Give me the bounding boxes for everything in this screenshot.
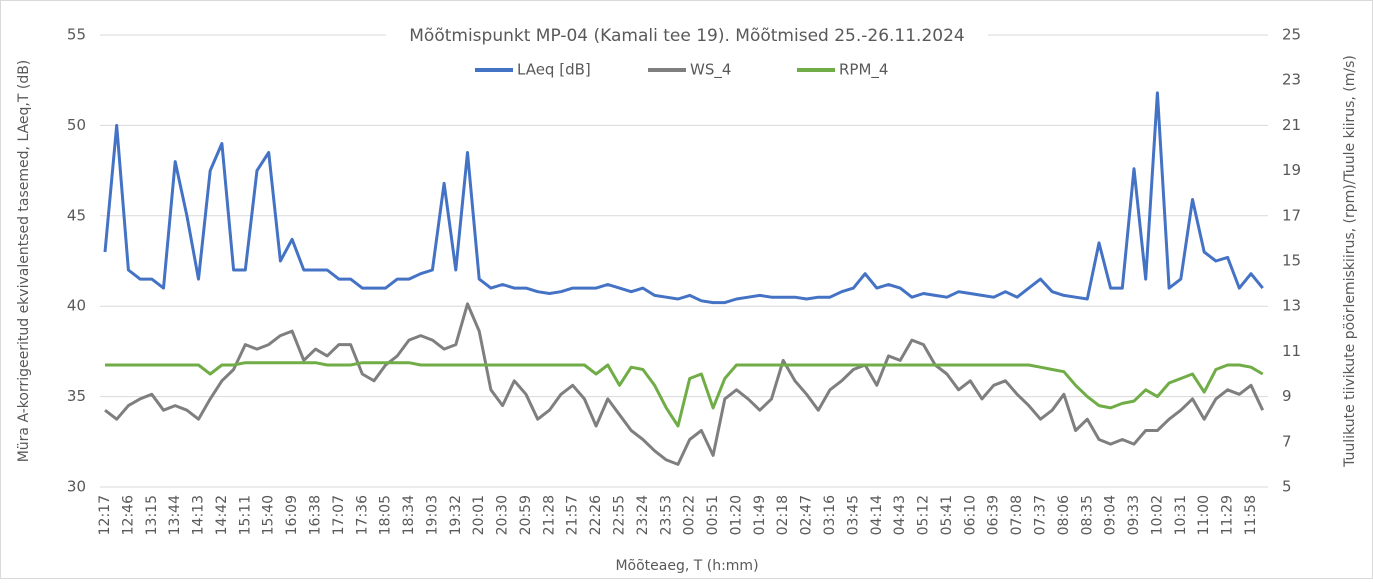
legend-label: RPM_4 — [839, 61, 888, 80]
x-tick-label: 20:59 — [518, 495, 534, 535]
series-line — [103, 91, 1264, 305]
x-tick-label: 23:24 — [635, 495, 651, 535]
x-tick-label: 09:04 — [1103, 495, 1119, 535]
x-tick-label: 11:00 — [1196, 495, 1212, 535]
x-tick-label: 21:28 — [541, 495, 557, 535]
x-tick-label: 05:41 — [939, 495, 955, 535]
x-tick-label: 10:31 — [1173, 495, 1189, 535]
y2-tick-label: 19 — [1282, 161, 1301, 179]
x-axis-title: Mõõteaeg, T (h:mm) — [615, 558, 758, 574]
x-tick-label: 17:36 — [354, 495, 370, 535]
y-tick-label: 40 — [67, 297, 86, 315]
x-tick-label: 11:58 — [1243, 495, 1259, 535]
x-tick-label: 21:57 — [565, 495, 581, 535]
chart-title: Mõõtmispunkt MP-04 (Kamali tee 19). Mõõt… — [409, 26, 964, 46]
x-tick-label: 06:39 — [986, 495, 1002, 535]
legend-label: LAeq [dB] — [517, 61, 591, 79]
y-axis-title: Müra A-korrigeeritud ekvivalentsed tasem… — [16, 60, 32, 463]
x-tick-label: 13:15 — [144, 495, 160, 535]
x-tick-label: 01:20 — [728, 495, 744, 535]
x-tick-label: 18:34 — [401, 495, 417, 535]
x-tick-label: 15:11 — [237, 495, 253, 535]
y-tick-label: 50 — [67, 116, 86, 134]
x-tick-label: 19:03 — [424, 495, 440, 535]
x-tick-label: 03:16 — [822, 495, 838, 535]
y2-tick-label: 5 — [1282, 478, 1292, 496]
x-tick-label: 07:37 — [1032, 495, 1048, 535]
x-tick-label: 22:26 — [588, 495, 604, 535]
y2-tick-label: 23 — [1282, 71, 1301, 89]
x-tick-label: 20:30 — [495, 495, 511, 535]
line-layer — [103, 91, 1265, 466]
x-tick-label: 18:05 — [378, 495, 394, 535]
x-tick-label: 20:01 — [471, 495, 487, 535]
x-tick-label: 13:44 — [167, 495, 183, 535]
x-tick-label: 15:40 — [261, 495, 277, 535]
x-tick-label: 16:38 — [307, 495, 323, 535]
x-tick-label: 12:46 — [120, 495, 136, 535]
series-line — [104, 302, 1265, 466]
y-tick-label: 30 — [67, 478, 86, 496]
x-tick-label: 14:13 — [191, 495, 207, 535]
x-tick-label: 02:18 — [775, 495, 791, 535]
x-tick-label: 08:06 — [1056, 495, 1072, 535]
x-tick-label: 23:53 — [658, 495, 674, 535]
x-tick-label: 05:12 — [916, 495, 932, 535]
legend-label: WS_4 — [690, 61, 731, 80]
title-background — [386, 22, 988, 48]
x-tick-label: 22:55 — [612, 495, 628, 535]
y-tick-label: 45 — [67, 206, 86, 224]
x-tick-label: 06:10 — [962, 495, 978, 535]
x-tick-label: 00:22 — [682, 495, 698, 535]
x-tick-label: 11:29 — [1220, 495, 1236, 535]
x-tick-label: 08:35 — [1079, 495, 1095, 535]
y-tick-label: 35 — [67, 387, 86, 405]
x-tick-label: 16:09 — [284, 495, 300, 535]
y2-tick-label: 25 — [1282, 26, 1301, 44]
x-tick-label: 04:14 — [869, 495, 885, 535]
y2-tick-label: 21 — [1282, 116, 1301, 134]
y2-axis-title: Tuulikute tiivikute pöörlemiskiirus, (rp… — [1342, 55, 1358, 468]
x-tick-label: 12:17 — [97, 495, 113, 535]
y2-tick-label: 11 — [1282, 342, 1301, 360]
y2-tick-label: 17 — [1282, 206, 1301, 224]
series-line — [105, 361, 1264, 428]
y2-tick-label: 15 — [1282, 252, 1301, 270]
x-tick-label: 01:49 — [752, 495, 768, 535]
y-tick-label: 55 — [67, 26, 86, 44]
y2-tick-label: 9 — [1282, 387, 1292, 405]
y2-tick-label: 13 — [1282, 297, 1301, 315]
x-tick-label: 03:45 — [845, 495, 861, 535]
x-tick-label: 14:42 — [214, 495, 230, 535]
x-tick-label: 10:02 — [1149, 495, 1165, 535]
y2-tick-label: 7 — [1282, 432, 1292, 450]
x-tick-label: 19:32 — [448, 495, 464, 535]
x-tick-label: 09:33 — [1126, 495, 1142, 535]
x-tick-label: 07:08 — [1009, 495, 1025, 535]
x-tick-label: 00:51 — [705, 495, 721, 535]
x-tick-label: 17:07 — [331, 495, 347, 535]
legend: LAeq [dB] WS_4 RPM_4 — [475, 61, 888, 80]
x-tick-label: 02:47 — [799, 495, 815, 535]
x-tick-label: 04:43 — [892, 495, 908, 535]
